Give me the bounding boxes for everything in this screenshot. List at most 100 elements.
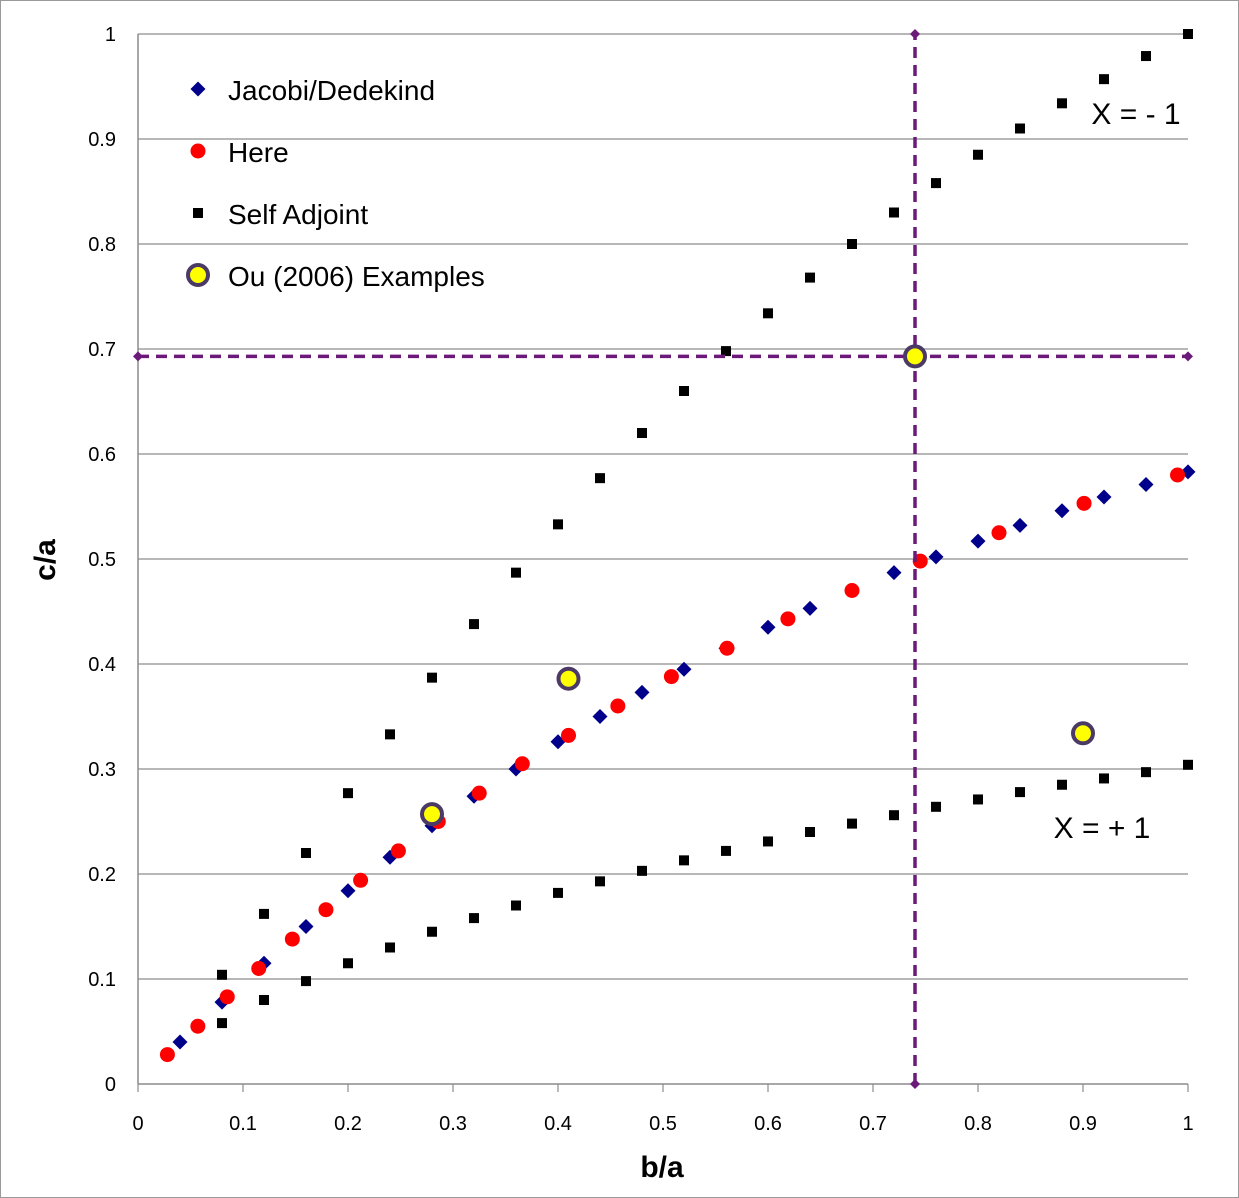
point-self-adjoint [595, 876, 605, 887]
point-here [251, 961, 267, 976]
point-self-adjoint [847, 239, 857, 249]
legend-marker-ou-2006-examples [186, 263, 210, 287]
point-self-adjoint [427, 672, 437, 683]
point-here [159, 1047, 175, 1063]
point-self-adjoint [259, 995, 269, 1005]
point-self-adjoint [1015, 787, 1025, 798]
point-here [844, 583, 860, 598]
point-jacobi-dedekind [1096, 489, 1112, 505]
reference-line-endpoint [910, 29, 920, 39]
x-tick-label: 0.2 [334, 1113, 362, 1135]
point-self-adjoint [1099, 773, 1109, 784]
point-self-adjoint [595, 473, 605, 484]
point-self-adjoint [1183, 29, 1193, 39]
point-self-adjoint [889, 810, 899, 821]
y-tick-label: 0.3 [88, 759, 116, 781]
point-self-adjoint [553, 887, 563, 898]
point-jacobi-dedekind [1012, 517, 1028, 533]
reference-lines [133, 29, 1193, 1089]
point-self-adjoint [1183, 759, 1193, 770]
point-jacobi-dedekind [172, 1034, 188, 1050]
y-tick-label: 0.2 [88, 864, 116, 886]
ou-examples-points [420, 344, 1095, 827]
point-here [663, 669, 679, 685]
point-here [719, 640, 735, 656]
y-tick-label: 0.5 [88, 549, 116, 571]
point-ou-2006-examples [420, 802, 444, 827]
point-jacobi-dedekind [1054, 503, 1070, 519]
point-self-adjoint [931, 801, 941, 812]
x-tick-label: 0.9 [1069, 1113, 1097, 1135]
annotation-x-minus-1: X = - 1 [1091, 98, 1180, 131]
x-tick-label: 0.4 [544, 1113, 572, 1135]
point-self-adjoint [805, 272, 815, 283]
point-ou-2006-examples [556, 666, 581, 691]
point-self-adjoint [553, 519, 563, 530]
point-here [991, 525, 1007, 541]
point-self-adjoint [301, 976, 311, 987]
point-here [190, 1018, 206, 1034]
x-tick-label: 1 [1182, 1113, 1193, 1135]
point-jacobi-dedekind [676, 661, 692, 677]
gridlines [138, 33, 1188, 980]
point-self-adjoint [343, 788, 353, 799]
y-tick-label: 0.1 [88, 969, 116, 991]
point-ou-2006-examples [1071, 721, 1095, 746]
point-self-adjoint [637, 865, 647, 876]
legend-marker-self-adjoint [193, 208, 203, 218]
point-self-adjoint [469, 913, 479, 924]
point-jacobi-dedekind [802, 600, 818, 616]
legend: Jacobi/Dedekind Here Self Adjoint Ou (2006… [186, 75, 485, 292]
point-self-adjoint [763, 836, 773, 847]
y-tick-label: 0.9 [88, 129, 116, 151]
point-self-adjoint [1141, 767, 1151, 778]
point-self-adjoint [721, 845, 731, 856]
legend-label-jacobi-dedekind: Jacobi/Dedekind [228, 75, 435, 106]
point-self-adjoint [217, 969, 227, 980]
point-here [610, 698, 626, 714]
point-here [219, 989, 235, 1005]
point-here [471, 785, 487, 801]
point-self-adjoint [1057, 779, 1067, 790]
point-jacobi-dedekind [298, 919, 314, 934]
y-tick-label: 1 [105, 24, 116, 46]
point-jacobi-dedekind [1138, 476, 1154, 492]
point-here [318, 902, 334, 918]
y-axis-title: c/a [29, 539, 62, 581]
point-self-adjoint [973, 149, 983, 160]
point-self-adjoint [259, 908, 269, 919]
point-jacobi-dedekind [928, 549, 944, 565]
point-self-adjoint [847, 818, 857, 829]
point-jacobi-dedekind [760, 619, 776, 635]
point-self-adjoint [511, 567, 521, 578]
x-tick-labels: 0 0.1 0.2 0.3 0.4 0.5 0.6 0.7 0.8 0.9 1 [132, 1113, 1193, 1135]
point-jacobi-dedekind [886, 565, 902, 581]
x-tick-label: 0.1 [229, 1113, 257, 1135]
y-tick-label: 0.7 [88, 339, 116, 361]
point-self-adjoint [1015, 123, 1025, 134]
point-self-adjoint [721, 346, 731, 357]
point-self-adjoint [385, 729, 395, 740]
point-self-adjoint [637, 428, 647, 438]
point-jacobi-dedekind [340, 883, 356, 899]
point-self-adjoint [1057, 98, 1067, 109]
series-ou-2006-examples [420, 344, 1095, 827]
x-tick-label: 0.5 [649, 1113, 677, 1135]
point-here [514, 756, 530, 772]
point-jacobi-dedekind [634, 684, 650, 700]
y-tick-labels: 0 0.1 0.2 0.3 0.4 0.5 0.6 0.7 0.8 0.9 1 [88, 24, 116, 1096]
axes [137, 34, 1189, 1092]
point-self-adjoint [301, 848, 311, 858]
point-self-adjoint [973, 794, 983, 805]
y-tick-label: 0.8 [88, 234, 116, 256]
x-tick-label: 0.6 [754, 1113, 782, 1135]
series-jacobi-dedekind [172, 464, 1196, 1050]
point-here [780, 611, 796, 627]
reference-line-endpoint [133, 351, 143, 362]
point-self-adjoint [1141, 51, 1151, 62]
y-tick-label: 0.6 [88, 444, 116, 466]
reference-line-endpoint [910, 1079, 920, 1089]
legend-label-self-adjoint: Self Adjoint [228, 199, 368, 230]
x-tick-label: 0.8 [964, 1113, 992, 1135]
